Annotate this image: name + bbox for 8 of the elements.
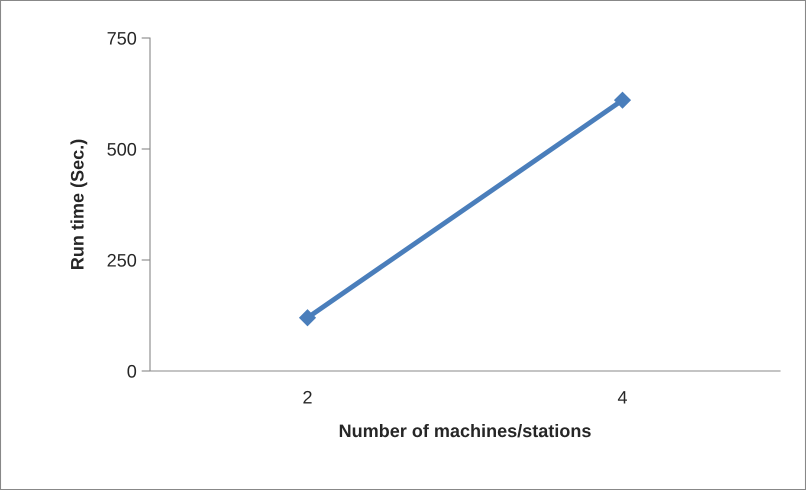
x-axis-title: Number of machines/stations bbox=[340, 424, 591, 438]
y-tick-label: 0 bbox=[127, 364, 136, 378]
y-axis-title: Run time (Sec.) bbox=[70, 140, 88, 269]
y-tick-label: 250 bbox=[108, 254, 136, 267]
y-tick-label: 750 bbox=[108, 32, 136, 45]
y-tick-label: 500 bbox=[107, 142, 136, 156]
x-tick-label: 2 bbox=[303, 390, 312, 404]
x-tick-label: 4 bbox=[618, 391, 627, 404]
